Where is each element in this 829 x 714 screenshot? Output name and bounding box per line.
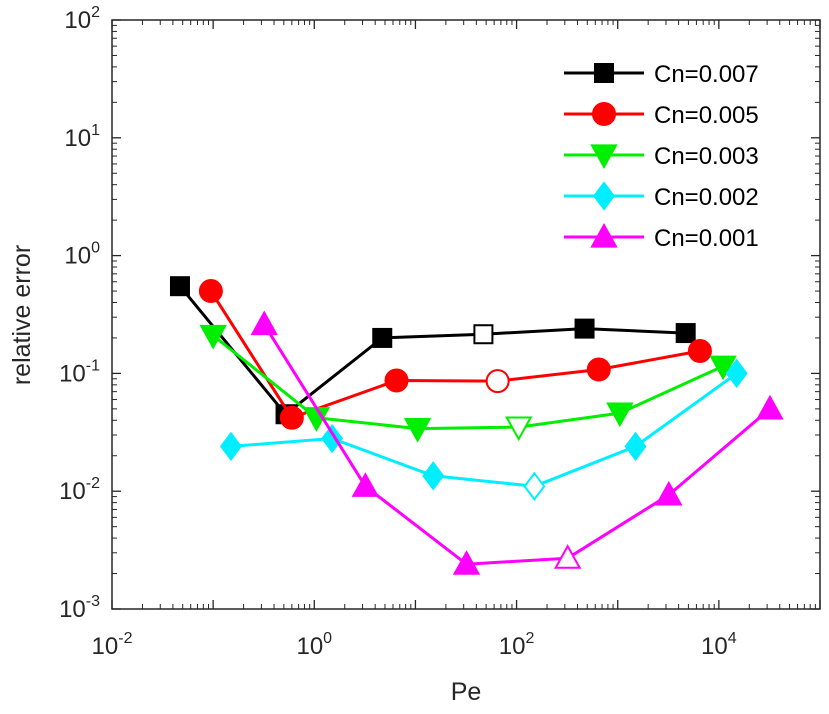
plot-area bbox=[111, 19, 821, 610]
legend-marker bbox=[592, 102, 616, 126]
y-tick-label: 10-1 bbox=[59, 357, 100, 387]
legend-entry: Cn=0.003 bbox=[564, 143, 759, 170]
data-point bbox=[199, 324, 227, 350]
legend-entry: Cn=0.002 bbox=[564, 181, 759, 211]
y-tick-label: 102 bbox=[64, 4, 100, 34]
data-point bbox=[523, 471, 546, 501]
x-axis-label: Pe bbox=[451, 678, 482, 706]
data-point bbox=[655, 480, 683, 506]
data-point bbox=[709, 355, 737, 381]
legend-label: Cn=0.002 bbox=[654, 184, 759, 211]
legend-entry: Cn=0.001 bbox=[564, 222, 759, 252]
x-tick-label: 104 bbox=[701, 630, 737, 660]
data-point bbox=[473, 324, 494, 345]
legend-marker bbox=[594, 63, 614, 83]
legend-marker bbox=[590, 144, 618, 170]
data-point bbox=[403, 417, 432, 443]
data-point bbox=[574, 318, 595, 339]
data-point bbox=[219, 431, 242, 462]
series-line bbox=[212, 334, 724, 431]
data-point bbox=[198, 279, 223, 304]
data-point bbox=[321, 423, 344, 454]
data-point bbox=[756, 394, 784, 420]
legend-entry: Cn=0.005 bbox=[564, 102, 759, 129]
data-point bbox=[169, 276, 190, 297]
series-line bbox=[262, 323, 771, 566]
x-tick-label: 102 bbox=[499, 630, 535, 660]
y-tick-label: 10-3 bbox=[59, 593, 100, 623]
series-2 bbox=[199, 324, 737, 443]
series-line bbox=[209, 290, 701, 420]
data-point bbox=[351, 472, 380, 497]
y-tick-label: 10-2 bbox=[59, 475, 100, 505]
data-point bbox=[725, 358, 748, 389]
series-1 bbox=[198, 279, 712, 430]
series-4 bbox=[250, 310, 784, 575]
data-point bbox=[452, 550, 481, 575]
data-point bbox=[485, 369, 510, 394]
data-point bbox=[624, 431, 647, 462]
data-point bbox=[687, 338, 712, 363]
series-line bbox=[178, 285, 686, 416]
x-tick-label: 100 bbox=[296, 630, 332, 660]
data-point bbox=[279, 405, 304, 430]
data-point bbox=[505, 416, 533, 442]
legend-label: Cn=0.001 bbox=[654, 225, 759, 252]
y-axis-label: relative error bbox=[8, 245, 36, 385]
axes: 10-2 100 102 104 10-3 10-2 10-1 100 101 102 bbox=[59, 4, 821, 660]
legend-label: Cn=0.005 bbox=[654, 102, 759, 129]
series-line bbox=[230, 372, 738, 488]
data-point bbox=[553, 544, 582, 569]
data-point bbox=[422, 461, 445, 491]
data-point bbox=[384, 368, 409, 393]
x-tick-label: 10-2 bbox=[92, 630, 133, 660]
legend-label: Cn=0.003 bbox=[654, 143, 759, 170]
y-tick-label: 101 bbox=[64, 122, 100, 152]
legend: Cn=0.007 Cn=0.005 Cn=0.003 Cn=0.002 Cn=0.001 bbox=[564, 61, 759, 252]
data-point bbox=[675, 323, 696, 344]
plot-box bbox=[111, 19, 821, 610]
legend-label: Cn=0.007 bbox=[654, 61, 759, 88]
y-tick-label: 100 bbox=[64, 240, 100, 270]
legend-marker bbox=[590, 222, 618, 248]
legend-marker bbox=[593, 181, 615, 211]
series-3 bbox=[219, 358, 748, 501]
series-layer bbox=[169, 276, 784, 575]
legend-entry: Cn=0.007 bbox=[564, 61, 759, 88]
data-point bbox=[372, 327, 393, 348]
data-point bbox=[606, 402, 634, 428]
data-point bbox=[250, 310, 278, 336]
data-point bbox=[586, 357, 611, 382]
